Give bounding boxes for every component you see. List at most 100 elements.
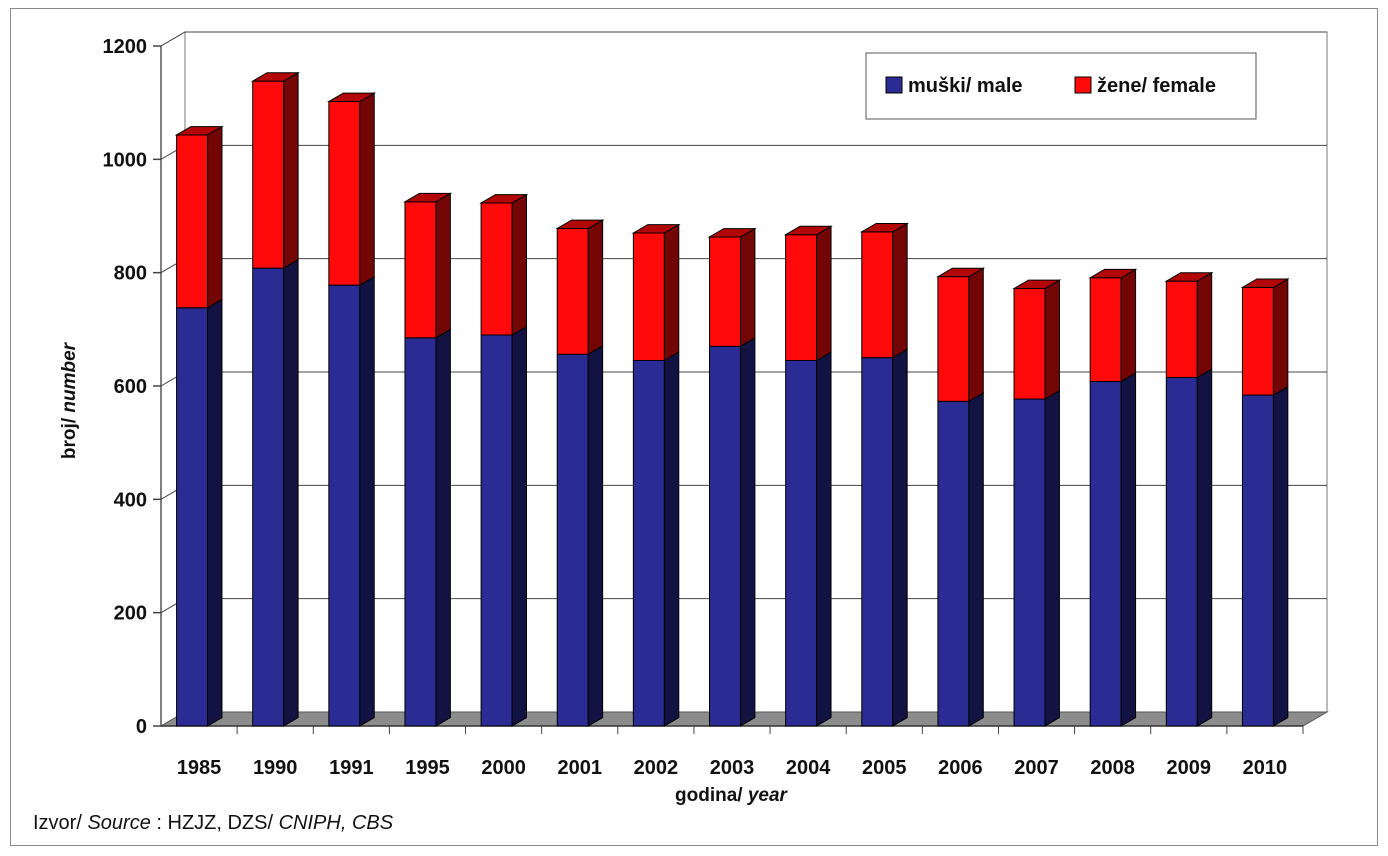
bar-male-2003: [709, 345, 741, 727]
bar-female-1990: [252, 80, 285, 269]
chart-frame: 0 200 400 600 800 1000 1200 1985 1990 1991 1995 20…: [10, 8, 1378, 846]
bar-male-2001: [556, 353, 589, 727]
bar-side-female-2009: [1196, 271, 1213, 379]
x-axis-ticks: 1985 1990 1991 1995 2000 2001 2002 2003 2004 2005…: [177, 726, 1304, 779]
bar-group-2005: [859, 222, 910, 727]
legend-label-female: žene/ female: [1097, 75, 1216, 97]
x-tick-label-2003: 2003: [710, 757, 755, 779]
bar-group-2007: [1012, 279, 1062, 727]
bar-top-2009: [1164, 272, 1214, 282]
bar-side-male-2007: [1044, 389, 1060, 727]
bar-male-2009: [1165, 377, 1198, 727]
source-italic-text: CNIPH, CBS: [279, 812, 394, 834]
bar-top-2003: [707, 228, 757, 238]
bar-female-2010: [1241, 286, 1274, 396]
y-axis-title-suffix: number: [59, 341, 80, 412]
x-tick-label-2002: 2002: [634, 757, 679, 779]
bar-side-female-2010: [1272, 278, 1289, 396]
bar-top-2006: [936, 267, 986, 278]
bar-female-2004: [785, 234, 818, 361]
bar-side-female-2003: [740, 227, 756, 348]
bar-male-2002: [632, 360, 665, 727]
bars: [174, 71, 1290, 727]
bar-male-2005: [861, 357, 894, 727]
bar-female-2006: [937, 276, 970, 402]
bar-female-2007: [1013, 288, 1046, 400]
x-tick-label-1995: 1995: [405, 757, 450, 779]
bar-top-2004: [783, 225, 833, 236]
y-axis-title-prefix: broj/: [59, 413, 80, 459]
bar-side-male-2004: [816, 351, 832, 727]
legend-box: [865, 52, 1257, 120]
gridline-side: [160, 31, 186, 47]
bar-top-2010: [1240, 278, 1290, 288]
bar-female-2003: [709, 236, 741, 347]
bar-side-male-2010: [1272, 385, 1289, 727]
y-tick-label: 1000: [103, 149, 148, 171]
y-tick-label: 1200: [103, 36, 148, 58]
bar-female-2001: [556, 227, 589, 355]
bar-group-2009: [1164, 271, 1214, 727]
bar-side-female-2002: [663, 223, 680, 362]
x-tick-label-2007: 2007: [1014, 757, 1059, 779]
y-tick-label: 0: [136, 716, 147, 738]
bar-top-2007: [1012, 279, 1062, 290]
legend-swatch-male: [885, 76, 903, 94]
bar-group-1985: [174, 125, 224, 727]
bar-side-male-2006: [968, 392, 984, 727]
bar-female-1995: [404, 201, 437, 339]
source-text: : HZJZ, DZS/: [151, 812, 279, 834]
bar-group-2006: [936, 267, 986, 727]
x-tick-label-2004: 2004: [786, 757, 831, 779]
bar-female-1991: [328, 101, 361, 286]
y-tick-label: 600: [114, 376, 147, 398]
bar-female-2009: [1165, 280, 1198, 378]
source-note: Izvor/ Source : HZJZ, DZS/ CNIPH, CBS: [33, 812, 394, 834]
bar-side-male-2005: [892, 348, 908, 727]
bar-female-2002: [632, 232, 665, 361]
bar-side-female-2005: [892, 222, 908, 359]
bar-group-2001: [555, 219, 605, 727]
bar-side-female-1995: [435, 192, 451, 339]
legend: muški/ male žene/ female: [865, 52, 1257, 120]
x-tick-label-2001: 2001: [557, 757, 602, 779]
bar-male-1991: [328, 284, 361, 727]
bar-group-2008: [1088, 268, 1138, 727]
bar-side-male-2003: [740, 337, 756, 727]
bar-male-1990: [252, 267, 285, 727]
bar-female-1985: [176, 134, 209, 309]
bar-side-female-2008: [1120, 268, 1137, 383]
bar-male-2004: [785, 360, 818, 727]
bar-top-2002: [631, 224, 681, 234]
x-axis-title: godina/ year: [675, 785, 789, 806]
bar-top-1991: [326, 92, 377, 103]
bar-group-1991: [326, 92, 377, 727]
x-tick-label-2006: 2006: [938, 757, 983, 779]
x-tick-label-1985: 1985: [177, 757, 222, 779]
bar-group-2003: [707, 227, 757, 727]
bar-side-male-1991: [359, 275, 375, 727]
x-tick-label-2005: 2005: [862, 757, 907, 779]
bar-side-male-2009: [1196, 368, 1213, 727]
x-tick-label-2010: 2010: [1243, 757, 1288, 779]
source-label: Source: [87, 812, 150, 834]
bar-group-1995: [403, 192, 453, 727]
bar-group-2000: [479, 193, 529, 727]
x-tick-label-2000: 2000: [481, 757, 526, 779]
bar-male-2006: [937, 400, 970, 727]
y-axis-ticks: 0 200 400 600 800 1000 1200: [103, 36, 161, 738]
bar-top-1990: [250, 72, 300, 82]
x-axis-title-prefix: godina/: [675, 785, 748, 806]
bar-male-2008: [1089, 380, 1122, 727]
bar-side-female-2000: [511, 193, 527, 336]
bar-top-2005: [859, 222, 910, 233]
bar-female-2008: [1089, 277, 1122, 382]
y-tick-label: 200: [114, 603, 147, 625]
bar-side-female-2004: [816, 225, 832, 362]
x-tick-label-1990: 1990: [253, 757, 298, 779]
source-prefix: Izvor/: [33, 812, 87, 834]
bar-side-male-1985: [207, 298, 223, 727]
bar-male-1985: [176, 307, 209, 727]
bar-side-male-1990: [283, 258, 299, 727]
x-tick-label-2009: 2009: [1167, 757, 1212, 779]
